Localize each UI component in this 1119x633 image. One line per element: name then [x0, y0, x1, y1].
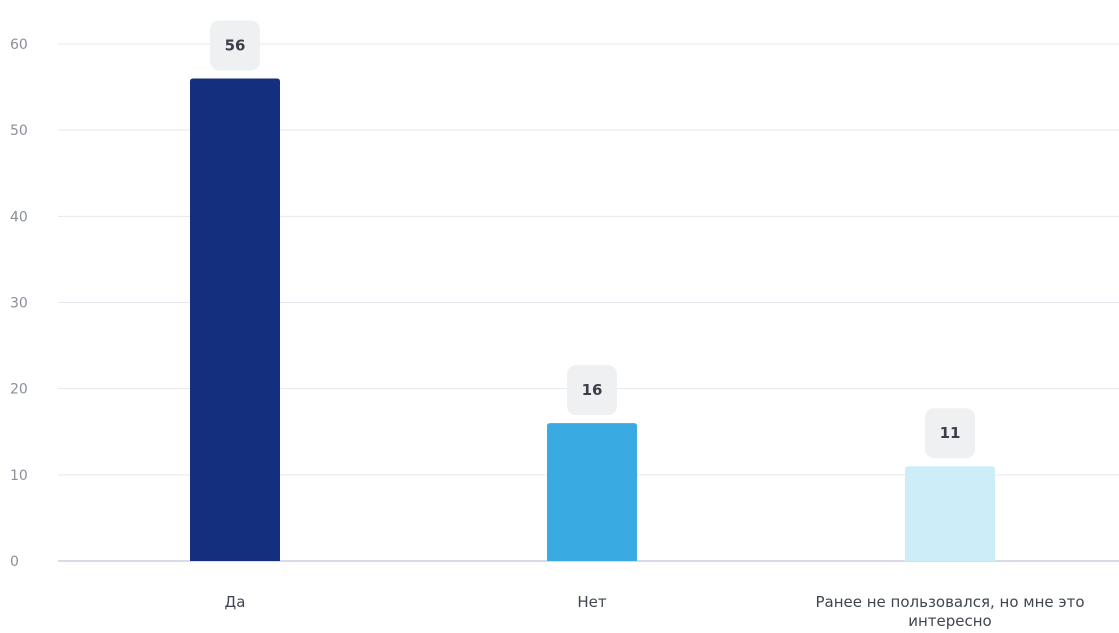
y-tick-label: 40 — [10, 209, 28, 225]
y-tick-label: 50 — [10, 123, 28, 139]
x-category-label: Нет — [577, 593, 607, 611]
data-label-3: 11 — [925, 408, 975, 459]
data-label-value: 56 — [225, 36, 246, 54]
bar-2[interactable] — [547, 423, 637, 561]
data-label-bubble — [210, 20, 260, 71]
y-tick-label: 60 — [10, 37, 28, 53]
data-label-bubble — [567, 365, 617, 416]
y-tick-label: 30 — [10, 296, 28, 312]
y-tick-label: 20 — [10, 382, 28, 398]
bar-1[interactable] — [190, 78, 280, 561]
bar-3[interactable] — [905, 466, 995, 561]
y-tick-label: 10 — [10, 468, 28, 484]
data-label-1: 56 — [210, 20, 260, 71]
data-labels: 56 16 11 — [210, 20, 975, 459]
x-axis-categories: Да Нет Ранее не пользовался, но мне это инт… — [225, 593, 1085, 630]
y-axis-ticks: 0 10 20 30 40 50 60 — [10, 37, 28, 570]
data-label-bubble — [925, 408, 975, 459]
data-label-value: 16 — [582, 381, 603, 399]
data-label-value: 11 — [940, 424, 961, 442]
y-tick-label: 0 — [10, 554, 19, 570]
x-category-label: Ранее не пользовался, но мне это интересн… — [815, 593, 1084, 630]
bars — [190, 78, 995, 561]
data-label-2: 16 — [567, 365, 617, 416]
x-category-label: Да — [225, 593, 246, 611]
